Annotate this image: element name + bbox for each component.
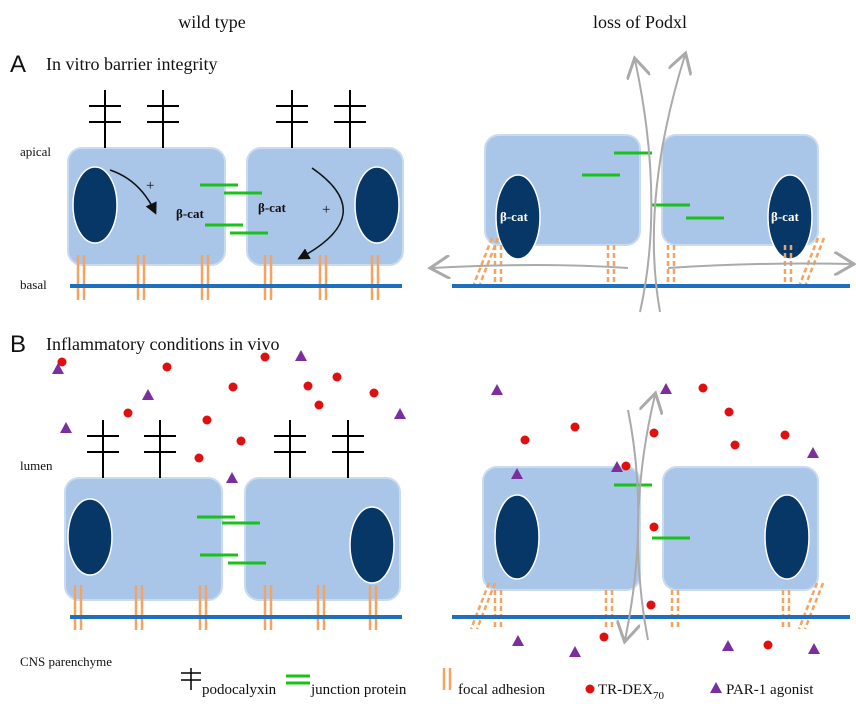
panel-title: In vitro barrier integrity [46, 54, 217, 74]
tr-dex-dot [57, 357, 67, 367]
par1-triangle [295, 350, 307, 361]
par1-triangle [52, 363, 64, 374]
nucleus [495, 174, 541, 260]
focal-adhesion [478, 237, 500, 285]
beta-cat-label: β-cat [176, 206, 204, 221]
focal-adhesion [804, 237, 826, 285]
par1-triangle [511, 468, 523, 479]
par1-triangle [491, 384, 503, 395]
nucleus [72, 166, 118, 244]
par1-triangle [226, 472, 238, 483]
par1-triangle [142, 389, 154, 400]
focal-adhesion [803, 582, 825, 630]
tr-dex-dot [260, 352, 270, 362]
signal-arrow [109, 169, 157, 215]
legend-label: PAR-1 agonist [726, 682, 814, 698]
focal-adhesion [475, 582, 497, 630]
beta-cat-label: β-cat [771, 209, 799, 224]
tr-dex-dot [194, 453, 204, 463]
nucleus [67, 498, 113, 576]
par1-triangle [611, 461, 623, 472]
legend-label: focal adhesion [458, 682, 546, 698]
leak-arrow [635, 60, 653, 313]
nucleus [494, 494, 540, 580]
side-label: lumen [20, 458, 53, 473]
tr-dex-dot [649, 522, 659, 532]
focal-adhesion [797, 582, 819, 630]
legend-label: junction protein [310, 682, 407, 698]
tr-dex-dot [123, 408, 133, 418]
focal-adhesion [469, 582, 491, 630]
signal-arrow [297, 167, 344, 260]
tr-dex-dot [236, 436, 246, 446]
par1-triangle [394, 408, 406, 419]
nucleus [764, 494, 810, 580]
side-label: basal [20, 277, 47, 292]
par1-triangle [722, 640, 734, 651]
tr-dex-dot [780, 430, 790, 440]
panel-title: Inflammatory conditions in vivo [46, 334, 279, 354]
plus-sign: + [146, 178, 154, 194]
legend-label: podocalyxin [202, 682, 277, 698]
leak-arrow [432, 265, 629, 268]
par1-triangle [512, 635, 524, 646]
plus-sign: + [322, 202, 330, 218]
par1-triangle [710, 682, 722, 693]
par1-triangle [660, 383, 672, 394]
tr-dex-dot [228, 382, 238, 392]
par1-triangle [808, 643, 820, 654]
legend-label: TR-DEX [598, 682, 653, 698]
legend-label: TR-DEX70 [598, 682, 665, 702]
nucleus [349, 506, 395, 584]
panel-letter: A [10, 51, 26, 78]
tr-dex-dot [649, 428, 659, 438]
column-label: loss of Podxl [593, 12, 687, 32]
legend-subscript: 70 [653, 690, 665, 702]
focal-adhesion [798, 237, 820, 285]
tr-dex-dot [599, 632, 609, 642]
tr-dex-dot [724, 407, 734, 417]
nucleus [354, 166, 400, 244]
focal-adhesion [472, 237, 494, 285]
tr-dex-dot [332, 372, 342, 382]
tr-dex-dot [646, 600, 656, 610]
tr-dex-dot [621, 461, 631, 471]
par1-triangle [569, 646, 581, 657]
tr-dex-dot [162, 362, 172, 372]
leak-arrow [667, 264, 852, 269]
shapes [52, 55, 852, 694]
leak-arrow [637, 395, 655, 641]
tr-dex-dot [698, 383, 708, 393]
par1-triangle [60, 422, 72, 433]
tr-dex-dot [570, 422, 580, 432]
tr-dex-dot [763, 640, 773, 650]
tr-dex-dot [314, 400, 324, 410]
par1-triangle [807, 447, 819, 458]
beta-cat-label: β-cat [258, 200, 286, 215]
panel-letter: B [10, 331, 26, 358]
side-label: CNS parenchyme [20, 654, 112, 669]
leak-arrow [652, 55, 685, 313]
tr-dex-dot [730, 440, 740, 450]
tr-dex-dot [520, 435, 530, 445]
column-label: wild type [178, 12, 246, 32]
tr-dex-dot [369, 388, 379, 398]
tr-dex-dot [303, 381, 313, 391]
beta-cat-label: β-cat [500, 209, 528, 224]
tr-dex-dot [202, 415, 212, 425]
tr-dex-dot [585, 684, 595, 694]
nucleus [767, 174, 813, 260]
side-label: apical [20, 144, 51, 159]
